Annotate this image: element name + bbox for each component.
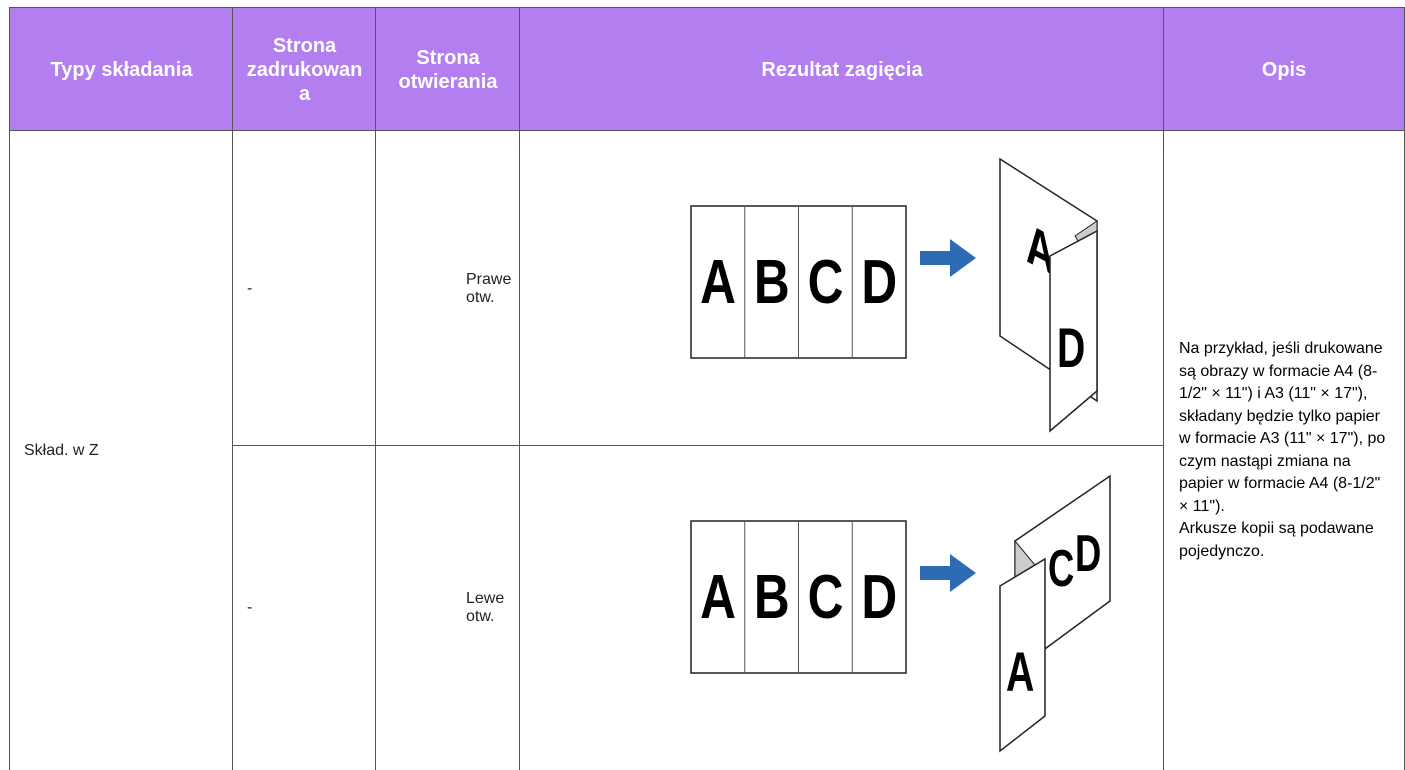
strip-letter: B (754, 247, 790, 317)
header-cell: Strona otwierania (375, 7, 520, 131)
header-cell: Typy składania (9, 7, 233, 131)
folded-letter: D (1075, 523, 1101, 582)
printed-side-cell: - (232, 445, 376, 770)
arrow-head (950, 239, 976, 277)
strip-letter: A (700, 562, 736, 632)
description-text: Arkusze kopii są podawane pojedynczo. (1179, 520, 1374, 560)
arrow-shaft (920, 566, 952, 580)
arrow-shaft (920, 251, 952, 265)
strip-letter: C (808, 247, 844, 317)
folded-letter: D (1057, 317, 1085, 380)
type-cell: Skład. w Z (9, 130, 233, 770)
folded-panel (1049, 229, 1098, 433)
folded-letter: A (1006, 641, 1034, 704)
strip-letter: D (861, 562, 897, 632)
opening-cell: Prawe otw. (375, 130, 520, 446)
opening-cell: Lewe otw. (375, 445, 520, 770)
header-cell: Rezultat zagięcia (519, 7, 1164, 131)
header-cell: Opis (1163, 7, 1405, 131)
strip-letter: C (808, 562, 844, 632)
arrow-head (950, 554, 976, 592)
strip-letter: A (700, 247, 736, 317)
strip-letter: D (861, 247, 897, 317)
printed-side-cell: - (232, 130, 376, 446)
strip-letter: B (754, 562, 790, 632)
description-cell: Na przykład, jeśli drukowane są obrazy w… (1163, 130, 1405, 770)
description-text: Na przykład, jeśli drukowane są obrazy w… (1179, 340, 1386, 515)
header-cell: Strona zadrukowana (232, 7, 376, 131)
fold-diagram: A B C D C DA (690, 474, 1111, 753)
folded-letter: C (1048, 538, 1074, 597)
folded-panel (999, 557, 1046, 753)
fold-diagram: A B C D AD (690, 157, 1098, 433)
